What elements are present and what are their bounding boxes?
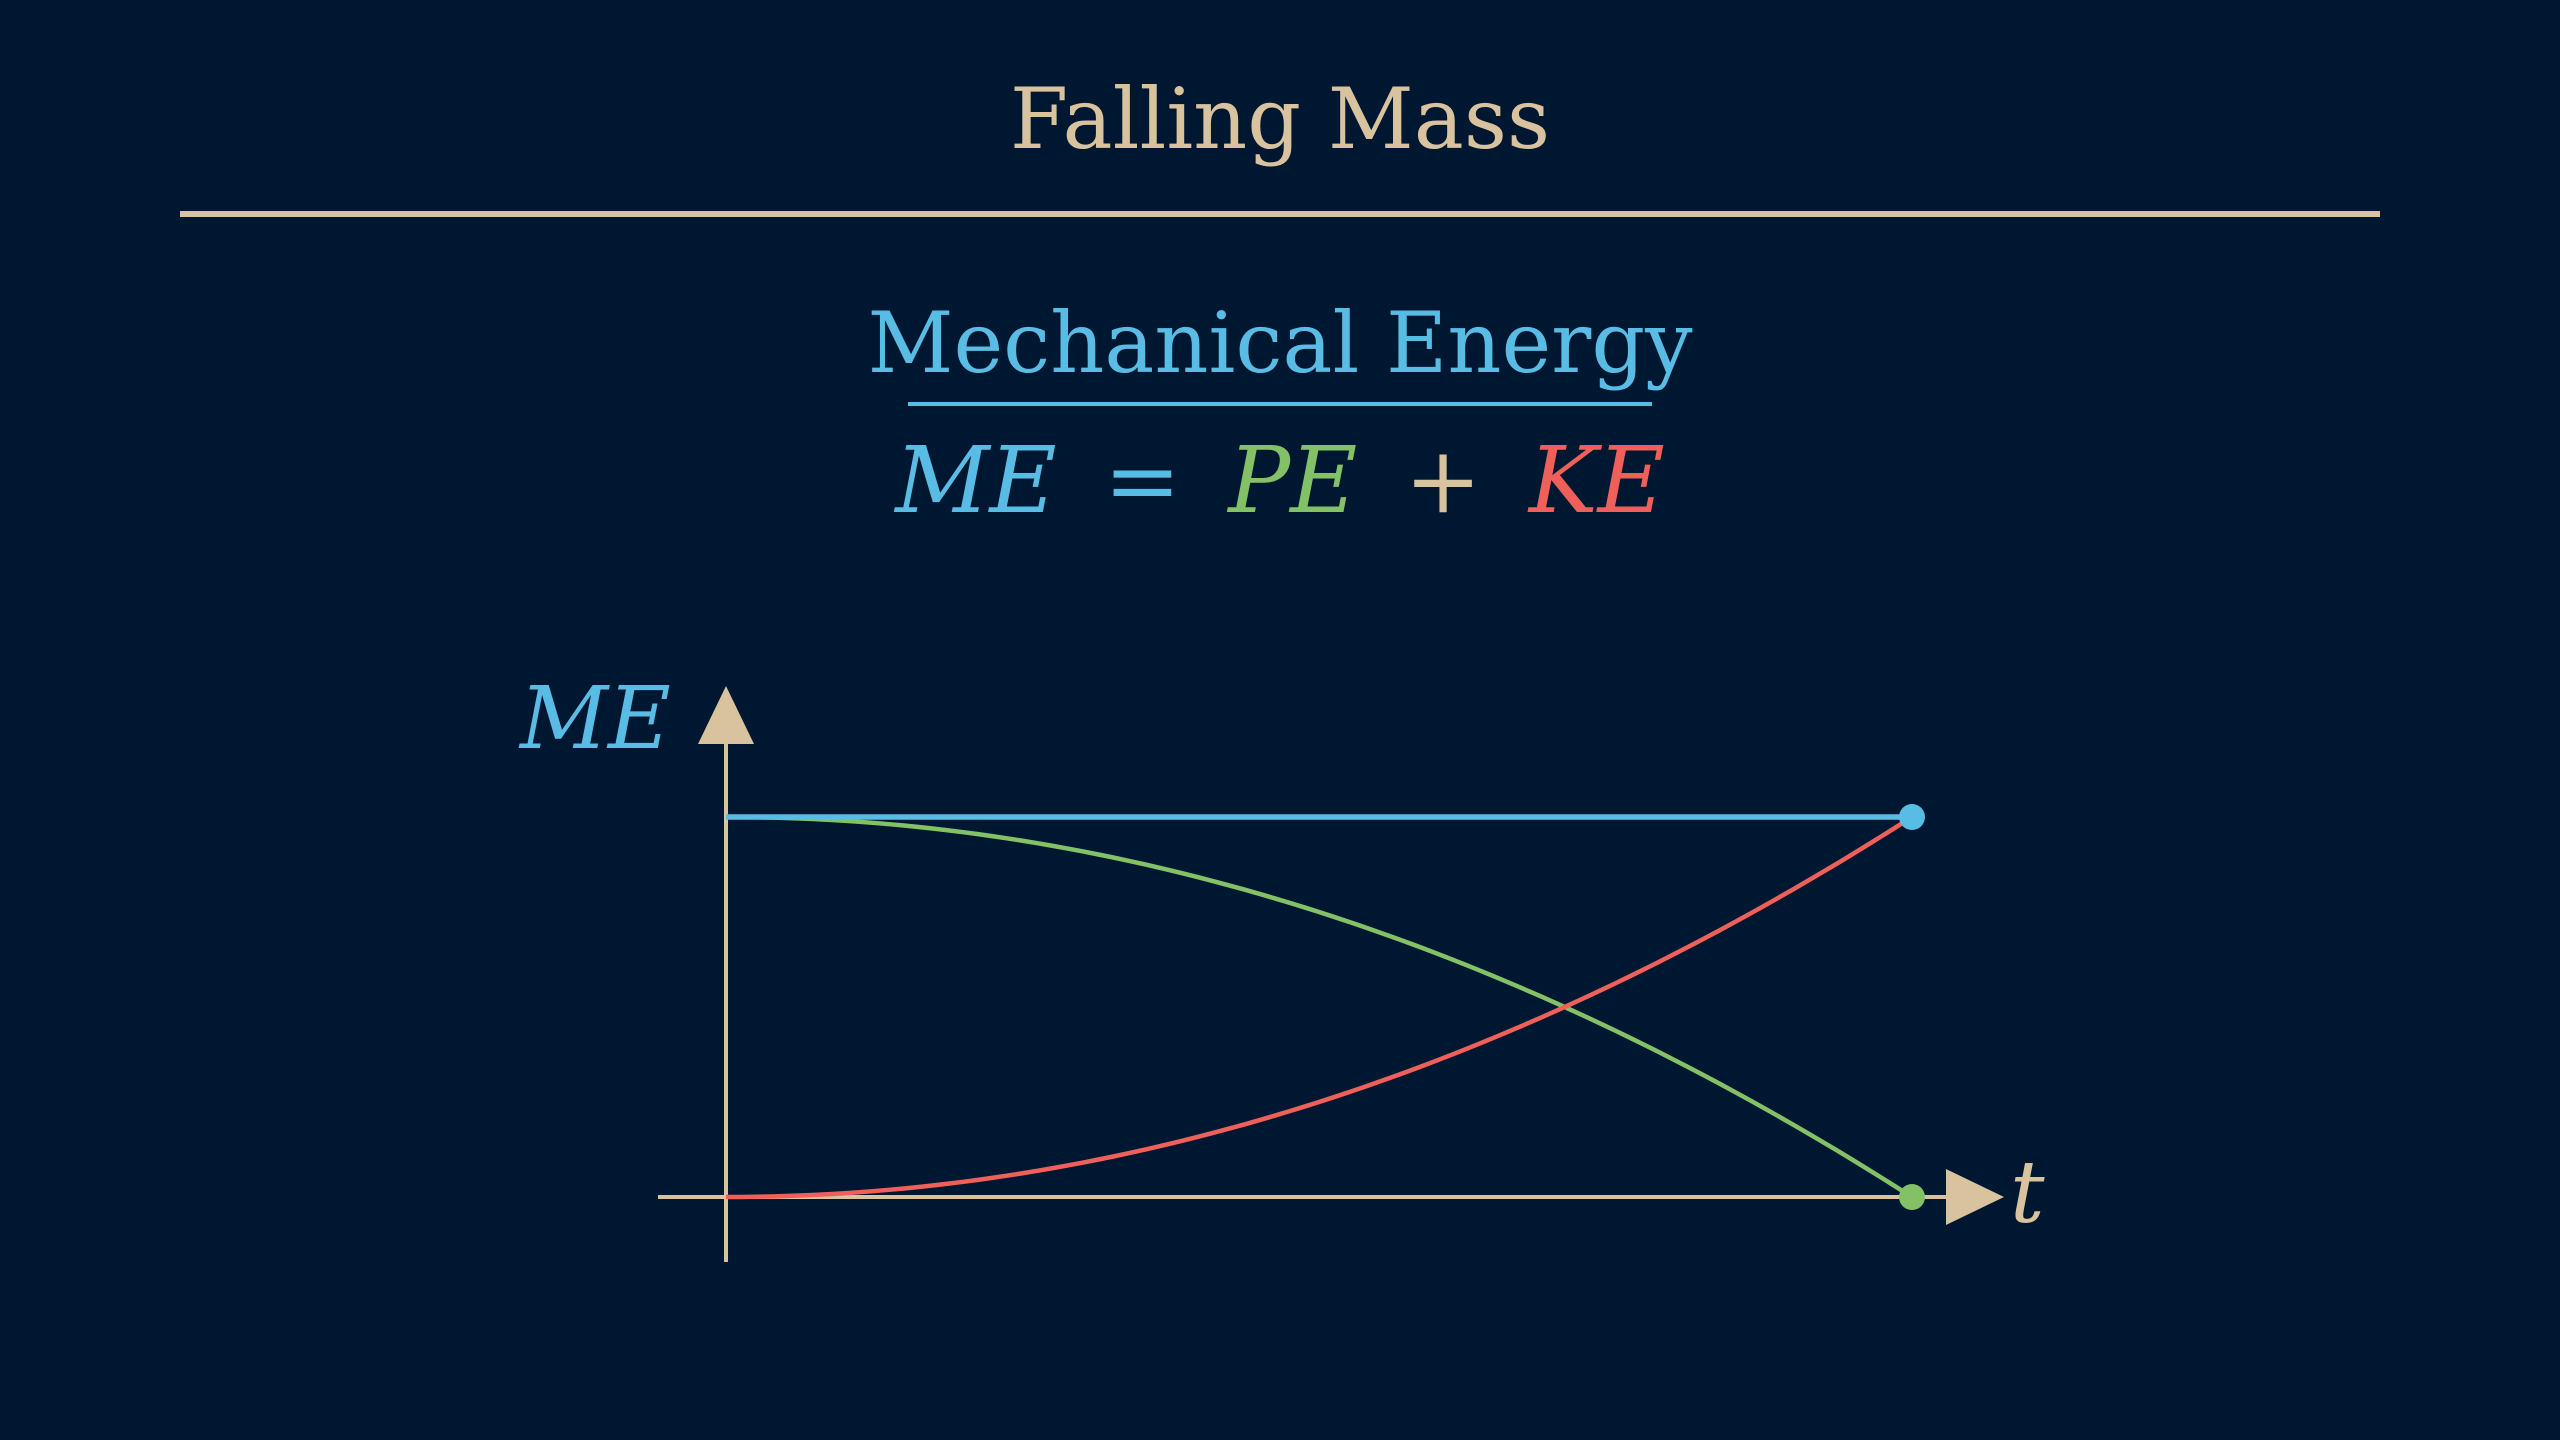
x-axis-arrowhead	[1946, 1169, 2004, 1225]
equation-pe: PE	[1226, 427, 1357, 534]
x-axis-label: t	[2010, 1143, 2045, 1243]
pe-endpoint-dot	[1899, 1184, 1925, 1210]
equation-equals: =	[1104, 427, 1181, 534]
slide-title: Falling Mass	[1010, 70, 1550, 168]
graph: ME t	[518, 669, 2045, 1262]
equation-me: ME	[893, 427, 1056, 534]
equation-plus: +	[1405, 427, 1482, 534]
y-axis-label: ME	[518, 669, 671, 769]
equation-ke: KE	[1527, 427, 1665, 534]
pe-curve	[725, 814, 1914, 1199]
y-axis-arrowhead	[698, 686, 754, 744]
ke-curve	[725, 815, 1914, 1200]
section-heading: Mechanical Energy	[867, 294, 1693, 392]
me-endpoint-dot	[1899, 804, 1925, 830]
energy-equation: ME = PE + KE	[893, 427, 1665, 534]
